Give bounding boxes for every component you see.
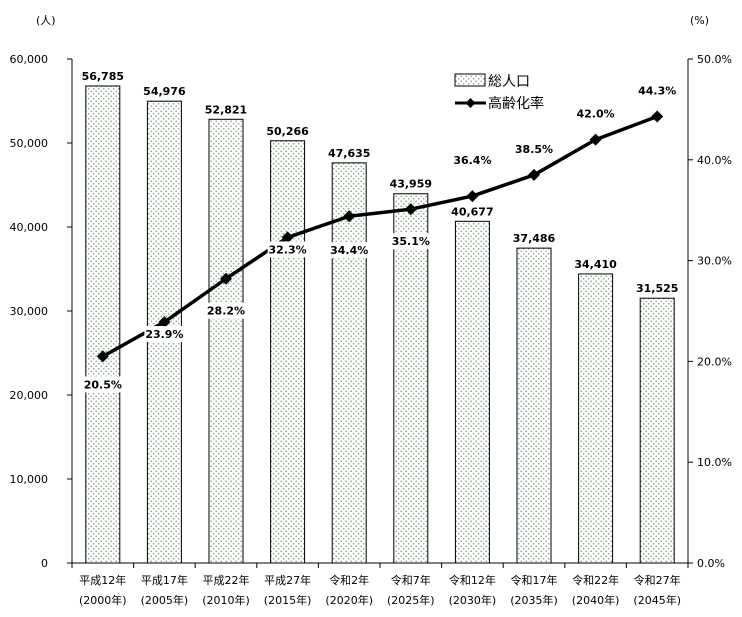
population-bar: [85, 85, 121, 564]
x-category-label: 令和17年: [511, 573, 558, 587]
aging-rate-marker: [589, 133, 602, 146]
x-category-year-label: (2015年): [264, 593, 312, 607]
right-axis-tick-label: 30.0%: [697, 255, 732, 268]
population-value-label: 52,821: [205, 103, 247, 116]
aging-rate-line: [101, 114, 658, 358]
aging-rate-value-label: 42.0%: [577, 108, 615, 121]
right-axis-tick-label: 50.0%: [697, 53, 732, 66]
x-category-label: 令和2年: [329, 573, 369, 587]
aging-rate-marker: [466, 190, 479, 203]
population-bar: [454, 220, 490, 564]
population-value-label: 34,410: [574, 258, 617, 271]
population-value-label: 37,486: [513, 232, 556, 245]
aging-rate-marker: [528, 168, 540, 181]
aging-rate-label-bg: [206, 302, 246, 319]
legend: 総人口 高齢化率: [454, 73, 544, 112]
aging-rate-label-bg: [390, 233, 431, 250]
legend-population-label: 総人口: [488, 74, 530, 90]
population-bar: [270, 140, 306, 564]
population-bar: [516, 247, 552, 564]
population-bar: [393, 193, 429, 564]
x-category-year-label: (2020年): [325, 593, 373, 607]
aging-rate-value-label: 35.1%: [392, 235, 430, 248]
aging-rate-marker: [404, 203, 417, 216]
population-value-label: 47,635: [328, 147, 370, 160]
aging-rate-value-label: 23.9%: [145, 328, 183, 341]
left-axis-tick-label: 50,000: [10, 137, 49, 150]
population-bar: [208, 118, 244, 564]
left-axis-tick-label: 60,000: [10, 53, 49, 66]
population-value-label: 43,959: [390, 178, 432, 191]
aging-rate-marker: [343, 210, 356, 223]
population-value-label: 40,677: [451, 205, 493, 218]
x-category-year-label: (2010年): [202, 593, 250, 607]
left-axis-unit: (人): [36, 14, 56, 27]
left-axis-tick-label: 30,000: [10, 305, 49, 318]
population-bar: [578, 273, 614, 564]
right-axis-unit: (%): [690, 14, 709, 27]
aging-rate-value-label: 38.5%: [515, 143, 553, 156]
left-axis-tick-label: 10,000: [10, 473, 49, 486]
aging-rate-marker: [158, 316, 171, 329]
x-category-year-label: (2040年): [572, 593, 620, 607]
x-category-year-label: (2005年): [141, 593, 189, 607]
x-category-year-label: (2045年): [633, 593, 681, 607]
aging-rate-label-bg: [267, 241, 308, 258]
aging-rate-marker: [220, 272, 232, 285]
aging-rate-value-label: 20.5%: [84, 378, 122, 391]
legend-diamond-marker: [465, 98, 476, 108]
x-category-label: 令和22年: [572, 573, 619, 587]
aging-rate-marker: [96, 350, 109, 363]
aging-rate-label-bg: [144, 326, 185, 343]
x-category-label: 平成17年: [141, 573, 188, 587]
aging-rate-value-label: 44.3%: [638, 84, 676, 97]
x-category-label: 令和7年: [391, 573, 431, 587]
x-category-label: 令和12年: [449, 573, 496, 587]
x-category-year-label: (2000年): [79, 593, 127, 607]
x-category-label: 平成12年: [79, 573, 126, 587]
aging-rate-label-bg: [82, 376, 123, 393]
left-axis-tick-label: 0: [41, 557, 48, 570]
aging-rate-label-bg: [575, 105, 616, 122]
left-axis-tick-label: 40,000: [10, 221, 49, 234]
right-axis-tick-label: 20.0%: [697, 355, 732, 368]
population-bar: [639, 297, 675, 564]
aging-rate-label-bg: [452, 152, 493, 169]
legend-bar-swatch: [454, 73, 486, 87]
x-category-year-label: (2025年): [387, 593, 435, 607]
x-category-year-label: (2030年): [449, 593, 497, 607]
aging-rate-marker: [281, 231, 294, 244]
aging-rate-label-bg: [514, 140, 554, 157]
aging-rate-label-bg: [637, 82, 678, 99]
aging-rate-label-bg: [329, 242, 370, 259]
left-axis-tick-label: 20,000: [10, 389, 49, 402]
x-category-label: 平成22年: [203, 573, 250, 587]
x-category-year-label: (2035年): [510, 593, 558, 607]
x-category-label: 平成27年: [264, 573, 311, 587]
right-axis-tick-label: 0.0%: [697, 557, 725, 570]
population-bar: [331, 162, 367, 564]
right-axis-tick-label: 10.0%: [697, 456, 732, 469]
population-value-label: 54,976: [143, 85, 186, 98]
aging-rate-value-label: 32.3%: [269, 243, 307, 256]
legend-aging-rate-label: 高齢化率: [488, 95, 544, 112]
aging-rate-value-label: 34.4%: [330, 244, 368, 257]
population-value-label: 56,785: [82, 70, 124, 83]
x-category-label: 令和27年: [634, 573, 681, 587]
aging-rate-value-label: 36.4%: [453, 154, 491, 167]
right-axis-tick-label: 40.0%: [697, 154, 732, 167]
aging-rate-marker: [651, 110, 664, 123]
aging-rate-value-label: 28.2%: [207, 305, 245, 318]
population-value-label: 31,525: [636, 282, 678, 295]
population-value-label: 50,266: [266, 125, 309, 138]
